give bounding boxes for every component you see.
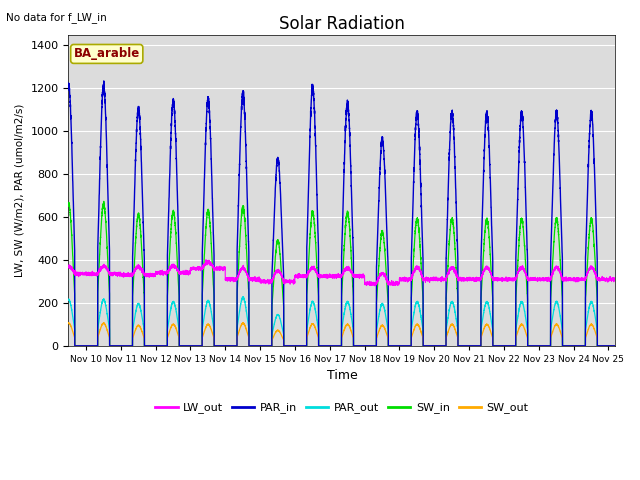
Text: BA_arable: BA_arable — [74, 48, 140, 60]
Y-axis label: LW, SW (W/m2), PAR (umol/m2/s): LW, SW (W/m2), PAR (umol/m2/s) — [15, 104, 25, 277]
Text: No data for f_LW_in: No data for f_LW_in — [6, 12, 107, 23]
Title: Solar Radiation: Solar Radiation — [279, 15, 405, 33]
Legend: LW_out, PAR_in, PAR_out, SW_in, SW_out: LW_out, PAR_in, PAR_out, SW_in, SW_out — [151, 398, 533, 418]
X-axis label: Time: Time — [326, 370, 357, 383]
